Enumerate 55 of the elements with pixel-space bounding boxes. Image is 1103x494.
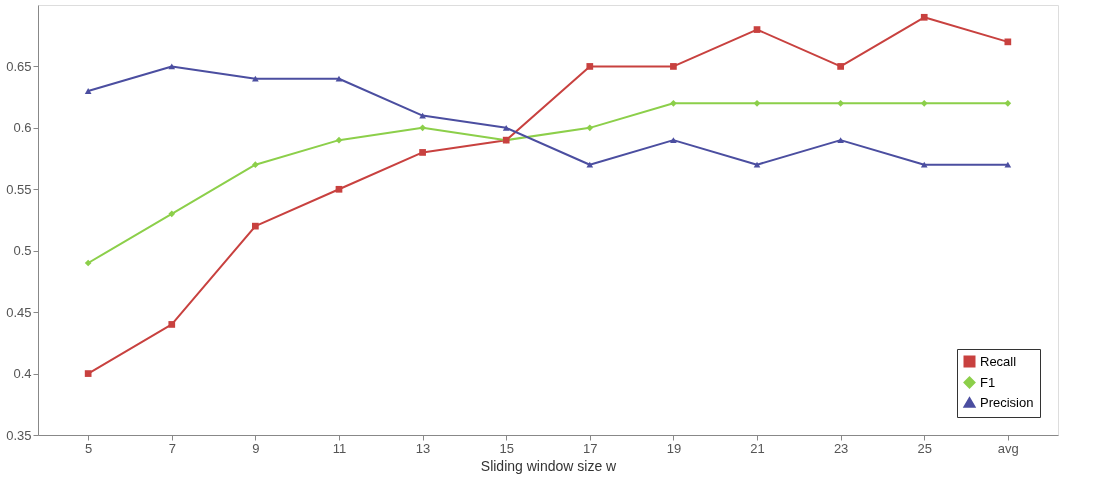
point (1004, 38, 1012, 46)
legend-label: Recall (980, 353, 1017, 369)
y-tick-label: 0.5 (13, 243, 32, 259)
point (920, 13, 928, 21)
x-tick-label: 11 (332, 440, 347, 456)
y-tick-label: 0.4 (13, 366, 32, 382)
point (837, 137, 844, 144)
point (837, 63, 844, 70)
point (586, 161, 594, 168)
point (419, 124, 426, 132)
x-tick-label: 23 (833, 440, 849, 456)
point (586, 63, 594, 70)
x-tick-label: 9 (252, 440, 260, 456)
point (586, 124, 594, 132)
point (1004, 99, 1012, 107)
legend-label: Precision (980, 394, 1034, 410)
y-tick-label: 0.6 (13, 120, 32, 136)
point (419, 149, 426, 156)
x-tick-label: 13 (415, 440, 431, 456)
point (670, 99, 677, 107)
x-tick-label: 5 (85, 440, 93, 456)
point (753, 161, 761, 168)
point (168, 210, 176, 218)
point (920, 99, 928, 107)
point (670, 137, 677, 144)
x-tick-label: 15 (499, 440, 514, 456)
x-tick-label: avg (997, 440, 1019, 456)
legend-label: F1 (980, 374, 996, 390)
point (335, 136, 343, 144)
y-tick-label: 0.35 (6, 427, 32, 443)
point (1004, 161, 1012, 168)
point (84, 88, 92, 94)
point (252, 222, 259, 230)
x-tick-label: 21 (750, 440, 765, 456)
point (837, 99, 844, 107)
y-tick-label: 0.45 (6, 304, 32, 320)
y-tick-label: 0.55 (6, 181, 32, 197)
point (168, 321, 176, 328)
point (335, 75, 343, 82)
point (753, 26, 761, 33)
x-tick-label: 7 (168, 440, 176, 456)
point (84, 370, 92, 377)
x-tick-label: 19 (666, 440, 682, 456)
point (920, 161, 928, 168)
x-tick-label: 17 (583, 440, 598, 456)
y-tick-label: 0.65 (6, 58, 32, 74)
point (252, 75, 259, 82)
point (84, 259, 92, 267)
point (502, 124, 510, 131)
x-tick-label: 25 (917, 440, 932, 456)
point (335, 185, 343, 193)
point (252, 161, 259, 169)
x-axis-title: Sliding window size w (480, 457, 618, 474)
point (670, 63, 677, 70)
point (753, 99, 761, 107)
